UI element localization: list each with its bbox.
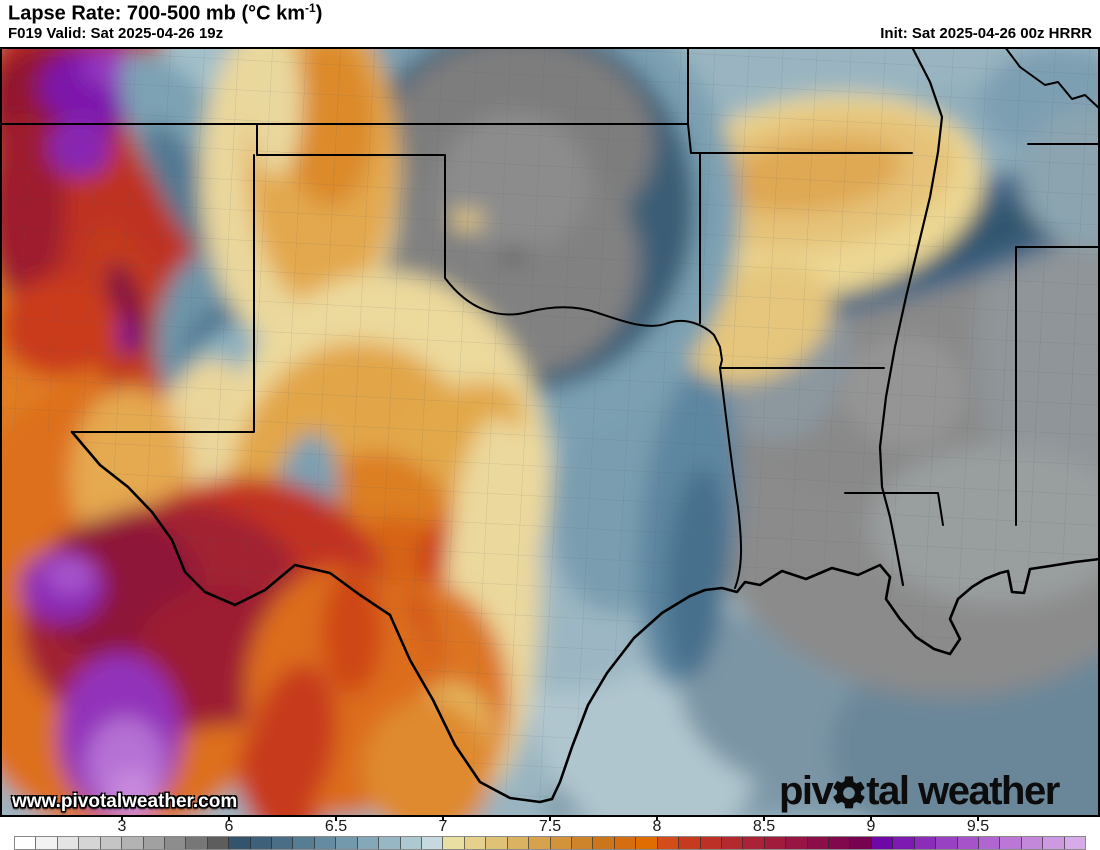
colorbar-segment [978, 837, 1001, 849]
colorbar-tick [656, 817, 658, 821]
colorbar-segments [14, 836, 1086, 850]
colorbar-segment [593, 837, 615, 849]
colorbar-segment [829, 837, 851, 849]
coastline-and-rio-grande [70, 430, 1100, 804]
colorbar-segment [807, 837, 830, 849]
watermark-text-left: piv [779, 769, 834, 813]
colorbar-segment [122, 837, 144, 849]
map-border [0, 47, 1100, 817]
colorbar-segment [571, 837, 594, 849]
colorbar-segment [529, 837, 551, 849]
colorbar-segment [743, 837, 765, 849]
colorbar-tick-label: 7.5 [538, 818, 562, 835]
colorbar-tick [442, 817, 444, 821]
colorbar-segment [314, 837, 337, 849]
colorbar-segment [636, 837, 658, 849]
colorbar-segment [400, 837, 423, 849]
colorbar-segment [679, 837, 701, 849]
colorbar-segment [100, 837, 123, 849]
colorbar-segment [186, 837, 208, 849]
colorbar-tick-label: 9 [866, 818, 876, 835]
colorbar-segment [79, 837, 101, 849]
pivotal-weather-watermark: piv tal weather [779, 769, 1060, 813]
colorbar-segment [143, 837, 165, 849]
colorbar-segment [207, 837, 230, 849]
colorbar-footer: 3 6 6.5 7 7.5 8 8.5 9 9.5 [0, 817, 1100, 850]
colorbar-tick-label: 3 [117, 818, 127, 835]
colorbar-tick-label: 8.5 [752, 818, 776, 835]
valid-time-label: F019 Valid: Sat 2025-04-26 19z [8, 25, 224, 42]
colorbar-segment [15, 837, 37, 849]
colorbar-tick-label: 7 [438, 818, 448, 835]
colorbar-segment [357, 837, 380, 849]
header: Lapse Rate: 700-500 mb (°C km-1) F019 Va… [0, 0, 1100, 47]
colorbar-segment [657, 837, 680, 849]
colorbar-segment [443, 837, 465, 849]
colorbar-segment [379, 837, 401, 849]
colorbar-segment [464, 837, 487, 849]
colorbar-segment [36, 837, 58, 849]
colorbar-tick-label: 6.5 [324, 818, 348, 835]
page-title: Lapse Rate: 700-500 mb (°C km-1) [8, 1, 323, 25]
colorbar-tick-label: 8 [652, 818, 662, 835]
colorbar-segment [700, 837, 722, 849]
colorbar-segment [336, 837, 358, 849]
colorbar-tick-label: 6 [224, 818, 234, 835]
colorbar-tick [977, 817, 979, 821]
colorbar-tick [870, 817, 872, 821]
colorbar-segment [229, 837, 251, 849]
colorbar-tick [763, 817, 765, 821]
colorbar-segment [850, 837, 872, 849]
title-superscript: -1 [305, 1, 316, 15]
colorbar-labels: 3 6 6.5 7 7.5 8 8.5 9 9.5 [0, 817, 1100, 836]
colorbar-segment [1064, 837, 1086, 849]
colorbar-tick [335, 817, 337, 821]
colorbar-segment [936, 837, 958, 849]
gear-icon [833, 776, 865, 809]
colorbar-segment [614, 837, 637, 849]
colorbar-segment [272, 837, 294, 849]
colorbar-segment [1043, 837, 1065, 849]
colorbar-segment [164, 837, 187, 849]
colorbar-tick [121, 817, 123, 821]
colorbar-segment [721, 837, 744, 849]
website-url: www.pivotalweather.com [12, 791, 238, 812]
colorbar-segment [786, 837, 808, 849]
colorbar-tick [549, 817, 551, 821]
colorbar-tick [228, 817, 230, 821]
colorbar-segment [957, 837, 979, 849]
colorbar-segment [293, 837, 315, 849]
colorbar-segment [57, 837, 80, 849]
state-borders [0, 47, 1100, 589]
colorbar-segment [764, 837, 787, 849]
colorbar-segment [507, 837, 530, 849]
colorbar-segment [250, 837, 273, 849]
colorbar-segment [871, 837, 894, 849]
colorbar-segment [486, 837, 508, 849]
colorbar-segment [1021, 837, 1044, 849]
colorbar-tick-label: 9.5 [966, 818, 990, 835]
map-area: piv tal weather www.pivotalweather.com [0, 47, 1100, 817]
colorbar-segment [550, 837, 572, 849]
colorbar-segment [422, 837, 444, 849]
watermark-text-right: tal weather [866, 769, 1060, 813]
colorbar-segment [1000, 837, 1022, 849]
colorbar-segment [914, 837, 937, 849]
init-time-label: Init: Sat 2025-04-26 00z HRRR [880, 25, 1092, 42]
weather-map [0, 47, 1100, 817]
colorbar-segment [893, 837, 915, 849]
